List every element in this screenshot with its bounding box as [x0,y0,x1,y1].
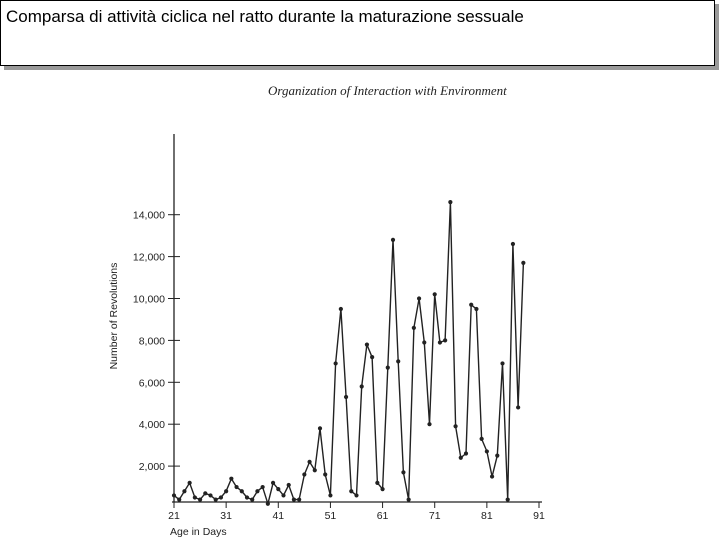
data-point [453,424,458,429]
chart-svg: Organization of Interaction with Environ… [108,83,545,538]
data-point [265,501,270,506]
y-tick-label: 4,000 [139,419,165,431]
data-point [484,449,489,454]
series-line [173,201,525,505]
x-tick-label: 21 [168,510,180,522]
data-point [416,296,422,301]
data-point [427,422,432,427]
data-point [489,474,495,479]
data-point [469,302,474,307]
data-point [255,489,260,494]
x-tick-label: 91 [533,510,545,522]
data-point [171,493,177,498]
x-axis-label: Age in Days [170,526,227,538]
data-point [281,493,286,498]
data-point [291,497,297,502]
data-point [250,497,255,502]
data-point [229,476,234,481]
data-point [208,493,213,498]
data-point [338,306,343,312]
y-tick-label: 12,000 [133,252,165,264]
data-point [411,325,416,330]
chart-title: Organization of Interaction with Environ… [268,83,507,98]
data-point [197,497,203,502]
x-tick-label: 71 [429,510,441,522]
data-point [474,306,479,312]
x-tick-label: 41 [272,510,284,522]
y-tick-label: 2,000 [139,461,165,473]
data-point [213,497,218,502]
data-point [370,355,375,360]
slide-title-box: Comparsa di attività ciclica nel ratto d… [0,0,715,66]
data-point [448,200,453,205]
x-tick-label: 81 [481,510,493,522]
data-point [297,497,302,502]
data-point [510,241,516,247]
data-point [276,487,281,492]
data-point [224,489,229,494]
data-point [302,472,307,477]
data-point [260,484,265,490]
data-point [443,338,448,343]
data-point [521,260,526,265]
data-point [218,495,224,500]
x-tick-label: 31 [220,510,232,522]
data-point [286,482,291,488]
data-point [349,489,354,494]
data-point [343,394,349,400]
slide-title: Comparsa di attività ciclica nel ratto d… [6,7,524,26]
data-point [432,292,437,297]
y-tick-label: 14,000 [133,210,165,222]
data-point [500,361,505,366]
data-point [458,455,463,460]
data-point [385,365,390,370]
data-point [192,495,197,500]
data-point [505,497,510,502]
data-point [437,340,443,345]
data-point [516,405,521,410]
data-point [375,480,380,485]
data-point [307,459,312,465]
data-point [463,451,469,456]
data-point [479,436,484,441]
data-point [182,489,187,494]
data-point [187,480,192,485]
data-point [333,361,338,366]
chart-figure: Organization of Interaction with Environ… [92,72,632,540]
data-point [401,470,406,475]
data-point [495,453,500,458]
data-point [177,497,182,502]
y-axis-label: Number of Revolutions [108,263,120,370]
x-tick-label: 61 [377,510,389,522]
data-point [354,493,359,498]
y-tick-label: 6,000 [139,377,165,389]
data-point [380,487,385,492]
data-point [317,426,323,431]
data-point [359,384,364,389]
data-point [244,495,250,500]
data-point [406,497,411,502]
data-point [312,468,317,473]
y-tick-label: 10,000 [133,294,165,306]
data-point [239,489,244,494]
x-tick-label: 51 [325,510,337,522]
data-point [328,493,333,498]
data-point [422,340,427,345]
data-point [390,237,396,242]
data-point [396,359,401,364]
y-tick-label: 8,000 [139,335,165,347]
data-point [270,480,276,485]
data-point [234,484,239,490]
data-point [364,342,370,347]
data-point [323,472,328,477]
data-point [203,491,208,496]
